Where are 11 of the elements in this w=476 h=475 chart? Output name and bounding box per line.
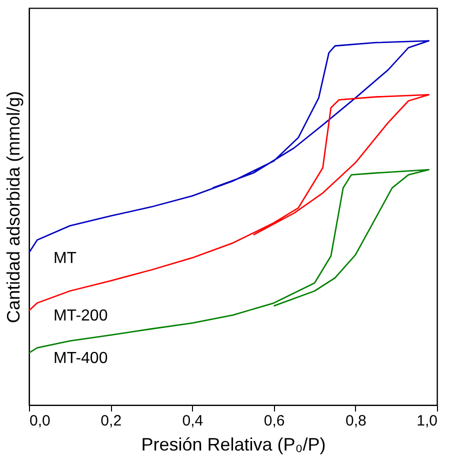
series-label: MT-400 bbox=[53, 350, 108, 367]
x-tick-label: 1,0 bbox=[416, 412, 438, 430]
y-axis-title: Cantidad adsorbida (mmol/g) bbox=[4, 90, 24, 324]
x-tick-label: 0,2 bbox=[100, 412, 122, 430]
x-tick-label: 0,6 bbox=[264, 412, 285, 430]
x-tick-label: 0,0 bbox=[30, 412, 50, 430]
x-tick-label: 0,4 bbox=[182, 412, 204, 430]
series-label: MT-200 bbox=[53, 308, 108, 325]
x-axis-title: Presión Relativa (P₀/P) bbox=[141, 434, 326, 454]
x-tick-label: 0,8 bbox=[345, 412, 366, 430]
series-label: MT bbox=[53, 250, 77, 267]
